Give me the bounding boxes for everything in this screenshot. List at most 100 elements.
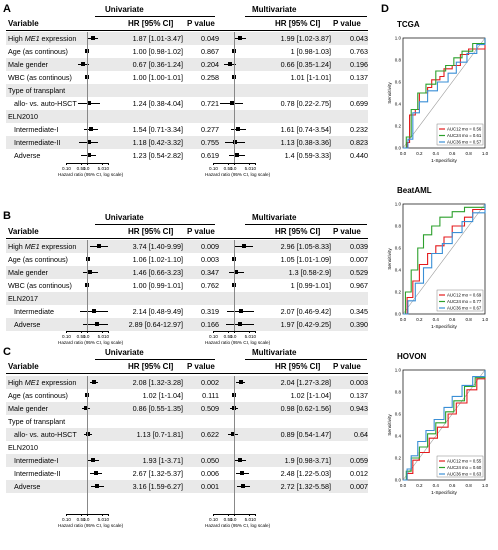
axis-tick-label: 10 [104,334,110,339]
hr-cell: 1.46 [0.66-3.23] [132,268,183,277]
roc-title: HOVON [397,352,427,361]
variable-cell: High ME1 expression [8,378,77,387]
axis-tick-label: 0.10 [209,517,218,522]
p-value-cell: 0.319 [201,307,219,316]
hr-cell: 0.89 [0.54-1.47] [280,430,331,439]
axis-tick-label: 1.0 [230,166,237,171]
axis-tick-label: 5.0 [97,517,105,522]
p-value-cell: 0.622 [201,430,219,439]
hr-cell: 2.89 [0.64-12.97] [128,320,183,329]
roc-curve [403,370,486,481]
axis-tick [87,514,88,516]
hr-cell: 1.02 [1-1.04] [290,391,331,400]
y-tick-label: 0.0 [395,312,402,317]
hr-cell: 0.78 [0.22-2.75] [280,99,331,108]
variable-cell: Type of transplant [8,417,66,426]
p-header: P value [187,362,215,371]
variable-cell: Adverse [14,320,41,329]
panel-label: A [3,3,11,15]
axis-tick [108,331,109,333]
y-tick-label: 0.2 [395,290,402,295]
p-header: P value [187,19,215,28]
hr-point [238,380,243,384]
hr-cell: 1.4 [0.59-3.33] [284,151,331,160]
univariate-header: Univariate [105,213,144,222]
x-tick-label: 0.6 [449,483,456,488]
table-row: ELN2010 [6,441,368,454]
variable-cell: Age (as continous) [8,391,68,400]
hr-cell: 0.86 [0.55-1.35] [132,404,183,413]
hr-cell: 2.48 [1.22-5.03] [280,469,331,478]
table-row: Age (as continous) 1.00 [0.98-1.02] 0.867 1… [6,45,368,58]
p-value-cell: 0.509 [201,404,219,413]
hr-cell: 1.61 [0.74-3.54] [280,125,331,134]
hr-point [86,140,91,144]
axis-tick-label: 1.0 [83,166,90,171]
hr-point [237,458,242,462]
header-rule [6,373,368,374]
hr-header: HR [95% CI] [128,227,174,236]
axis-tick-label: 5.0 [97,334,105,339]
multivariate-header: Multivariate [252,5,297,14]
axis-tick [108,514,109,516]
x-tick-label: 0.4 [433,151,440,156]
legend-label: AUC12 mo = 0.56 [447,127,482,132]
legend-label: AUC24 mo = 0.61 [447,133,482,138]
x-tick-label: 0.2 [416,151,423,156]
variable-cell: Male gender [8,268,48,277]
hr-point [90,36,95,40]
p-header: P value [187,227,215,236]
y-axis-label: Sensitivity [387,82,393,104]
legend-box [436,455,484,478]
p-value-cell: 0.390 [350,320,368,329]
legend-label: AUC36 mo = 0.63 [447,472,482,477]
hr-cell: 2.72 [1.32-5.58] [280,482,331,491]
axis-tick-label: 5.0 [244,166,252,171]
axis-tick-label: 0.10 [209,334,218,339]
table-row: Adverse 2.89 [0.64-12.97] 0.166 1.97 [0.42-… [6,318,368,331]
table-row: Intermediate-II 2.67 [1.32-5.37] 0.006 2.48… [6,467,368,480]
axis-title: Hazard ratio (95% CI, log scale) [205,340,271,345]
legend-label: AUC24 mo = 0.77 [447,299,482,304]
p-value-cell: 0.943 [350,404,368,413]
variable-cell: Male gender [8,60,48,69]
hr-point [81,62,86,66]
axis-tick [248,514,250,516]
table-row: High ME1 expression 2.08 [1.32-3.28] 0.002… [6,376,368,389]
plot-frame [402,369,486,481]
axis-tick-label: 0.10 [62,517,71,522]
hr-point [231,406,236,410]
hr-point [240,471,245,475]
hr-point [88,270,93,274]
hr-point [88,127,93,131]
table-row: Intermediate-I 1.93 [1-3.71] 0.050 1.9 [0.9… [6,454,368,467]
table-row: Type of transplant [6,84,368,97]
hr-cell: 1.99 [1.02-3.87] [280,34,331,43]
variable-cell: WBC (as continous) [8,281,72,290]
axis-tick-label: 0.10 [62,334,71,339]
p-value-cell: 0.059 [350,456,368,465]
table-row: Type of transplant [6,415,368,428]
p-value-cell: 0.049 [201,34,219,43]
y-tick-label: 0.8 [395,224,402,229]
panel-label: D [381,3,389,15]
hr-cell: 1.06 [1.02-1.10] [132,255,183,264]
table-row: WBC (as continous) 1.00 [0.99-1.01] 0.762 1… [6,279,368,292]
legend-box [436,289,484,312]
y-tick-label: 0.4 [395,102,402,107]
variable-cell: Adverse [14,151,41,160]
legend-label: AUC36 mo = 0.57 [447,140,482,145]
p-value-cell: 0.204 [201,60,219,69]
axis-tick-label: 10 [104,517,110,522]
univariate-header: Univariate [105,5,144,14]
axis-tick-label: 0.50 [76,334,86,339]
y-tick-label: 0.6 [395,80,402,85]
hr-cell: 0.98 [0.62-1.56] [280,404,331,413]
axis-tick [213,514,214,516]
p-header: P value [333,362,361,371]
variable-cell: allo- vs. auto-HSCT [14,430,77,439]
roc-curve [403,204,486,315]
y-tick-label: 1.0 [395,368,402,373]
hr-cell: 1.54 [0.71-3.34] [132,125,183,134]
variable-cell: Intermediate [14,307,54,316]
